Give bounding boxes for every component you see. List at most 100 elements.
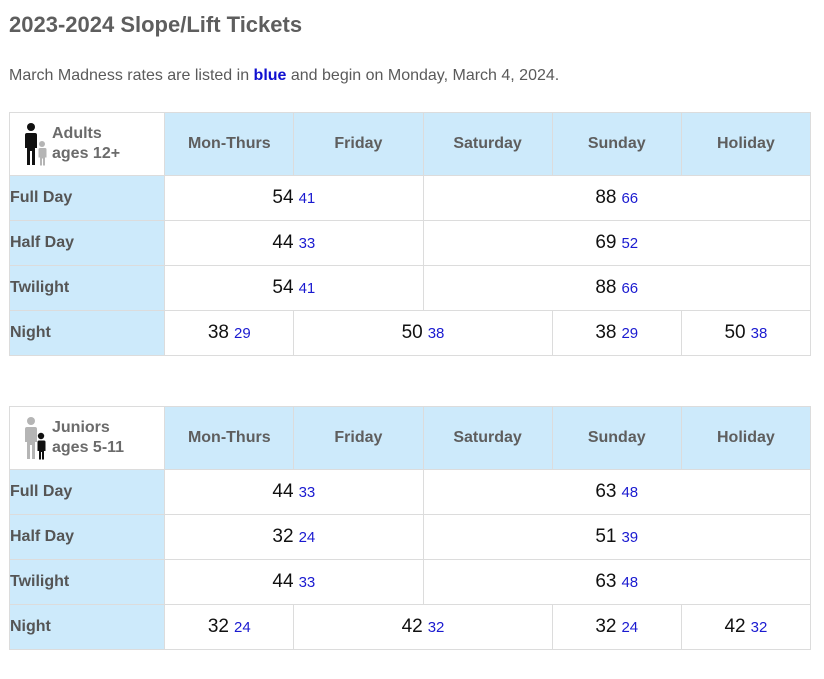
march-madness-price: 41 [298,280,316,297]
table-row: Half Day 44 33 69 52 [8,220,811,266]
regular-price: 51 [595,526,617,547]
march-madness-price: 38 [750,325,768,342]
group-name: Adults [52,125,102,142]
march-madness-price: 24 [233,619,251,636]
price-night-mon-thurs: 38 29 [164,310,295,356]
price-night-sunday: 38 29 [551,310,682,356]
table-row: Twilight 54 41 88 66 [8,265,811,311]
regular-price: 42 [401,616,423,637]
march-madness-price: 66 [621,280,639,297]
regular-price: 54 [272,277,294,298]
page-title: 2023-2024 Slope/Lift Tickets [9,12,303,37]
price-night-sunday: 32 24 [551,604,682,650]
col-header-holiday: Holiday [680,112,812,176]
group-header-juniors: Juniors ages 5-11 [8,406,166,470]
regular-price: 44 [272,232,294,253]
col-header-sunday: Sunday [551,406,682,470]
march-madness-price: 33 [298,574,316,591]
price-weekday: 54 41 [164,265,424,311]
march-madness-price: 24 [298,529,316,546]
table-row-night: Night 32 24 42 32 32 24 42 32 [8,604,812,650]
march-madness-price: 33 [298,484,316,501]
col-header-mon-thurs: Mon-Thurs [164,406,295,470]
adults-rate-table: Adults ages 12+ Mon-Thurs Friday Saturda… [8,112,812,356]
row-label: Full Day [8,469,166,515]
march-madness-price: 24 [621,619,639,636]
row-label: Full Day [8,175,166,221]
col-header-saturday: Saturday [422,406,553,470]
table-row: Half Day 32 24 51 39 [8,514,811,560]
march-madness-price: 52 [621,235,639,252]
col-header-holiday: Holiday [680,406,812,470]
regular-price: 63 [595,481,617,502]
regular-price: 63 [595,571,617,592]
march-madness-price: 66 [621,190,639,207]
march-madness-price: 48 [621,574,639,591]
table-header-row: Adults ages 12+ Mon-Thurs Friday Saturda… [8,112,812,176]
table-row: Twilight 44 33 63 48 [8,559,811,605]
regular-price: 32 [595,616,617,637]
price-night-mon-thurs: 32 24 [164,604,295,650]
march-madness-price: 41 [298,190,316,207]
price-weekend: 88 66 [422,175,811,221]
regular-price: 88 [595,187,617,208]
price-weekday: 32 24 [164,514,424,560]
intro-highlight: blue [253,67,287,84]
group-ages: ages 5-11 [52,439,125,456]
table-row: Full Day 44 33 63 48 [8,469,811,515]
table-header-row: Juniors ages 5-11 Mon-Thurs Friday Satur… [8,406,812,470]
march-madness-price: 39 [621,529,639,546]
regular-price: 44 [272,481,294,502]
price-night-fri-sat: 42 32 [293,604,553,650]
regular-price: 69 [595,232,617,253]
regular-price: 38 [595,322,617,343]
march-madness-price: 29 [621,325,639,342]
march-madness-price: 48 [621,484,639,501]
col-header-mon-thurs: Mon-Thurs [164,112,295,176]
regular-price: 54 [272,187,294,208]
price-weekend: 63 48 [422,469,811,515]
price-weekday: 44 33 [164,220,424,266]
intro-text: March Madness rates are listed in blue a… [9,67,559,85]
row-label: Half Day [8,514,166,560]
adult-with-child-icon [25,123,47,166]
row-label: Night [8,604,166,650]
col-header-saturday: Saturday [422,112,553,176]
price-weekend: 69 52 [422,220,811,266]
regular-price: 42 [724,616,746,637]
price-weekend: 51 39 [422,514,811,560]
regular-price: 32 [207,616,229,637]
group-label: Juniors ages 5-11 [52,418,124,458]
march-madness-price: 32 [427,619,445,636]
price-weekday: 54 41 [164,175,424,221]
col-header-sunday: Sunday [551,112,682,176]
regular-price: 88 [595,277,617,298]
col-header-friday: Friday [293,112,424,176]
price-night-fri-sat: 50 38 [293,310,553,356]
price-weekend: 63 48 [422,559,811,605]
regular-price: 38 [207,322,229,343]
march-madness-price: 33 [298,235,316,252]
price-weekday: 44 33 [164,469,424,515]
march-madness-price: 29 [233,325,251,342]
table-row: Full Day 54 41 88 66 [8,175,811,221]
price-night-holiday: 42 32 [680,604,812,650]
intro-before: March Madness rates are listed in [9,67,254,84]
row-label: Twilight [8,265,166,311]
group-label: Adults ages 12+ [52,124,120,164]
col-header-friday: Friday [293,406,424,470]
regular-price: 32 [272,526,294,547]
march-madness-price: 32 [750,619,768,636]
march-madness-price: 38 [427,325,445,342]
intro-after: and begin on Monday, March 4, 2024. [286,67,560,84]
row-label: Twilight [8,559,166,605]
price-weekday: 44 33 [164,559,424,605]
price-weekend: 88 66 [422,265,811,311]
group-header-adults: Adults ages 12+ [8,112,166,176]
juniors-rate-table: Juniors ages 5-11 Mon-Thurs Friday Satur… [8,406,812,650]
regular-price: 50 [401,322,423,343]
table-row-night: Night 38 29 50 38 38 29 50 38 [8,310,812,356]
regular-price: 44 [272,571,294,592]
row-label: Night [8,310,166,356]
regular-price: 50 [724,322,746,343]
